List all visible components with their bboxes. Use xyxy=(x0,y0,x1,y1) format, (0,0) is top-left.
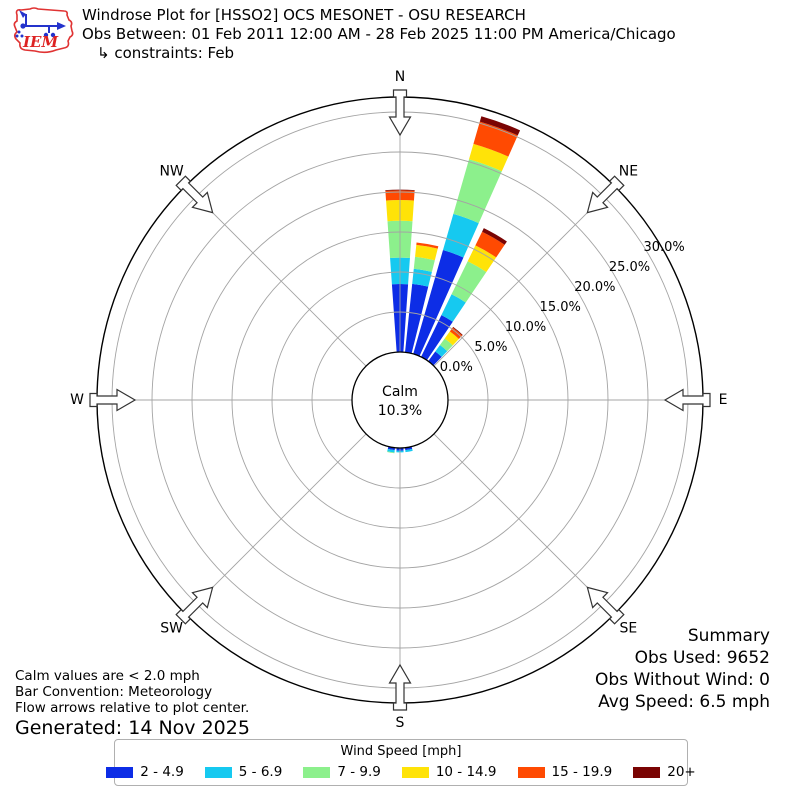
plot-header: Windrose Plot for [HSSO2] OCS MESONET - … xyxy=(82,6,676,63)
compass-label-SW: SW xyxy=(160,620,183,636)
windrose-bar-segment xyxy=(405,448,413,453)
summary-block: Summary Obs Used: 9652 Obs Without Wind:… xyxy=(595,625,770,713)
legend-label: 10 - 14.9 xyxy=(435,764,497,780)
flow-arrow-SW xyxy=(175,586,214,625)
iem-logo: IEM xyxy=(9,3,77,65)
windrose-bar-segment xyxy=(441,294,466,322)
plot-title: Windrose Plot for [HSSO2] OCS MESONET - … xyxy=(82,6,526,24)
summary-obs-used: Obs Used: 9652 xyxy=(634,648,770,668)
note-calm: Calm values are < 2.0 mph xyxy=(15,668,200,684)
windrose-bar-segment xyxy=(444,331,459,346)
windrose-bar-segment xyxy=(439,338,453,352)
radial-tick-label: 10.0% xyxy=(505,320,546,335)
compass-label-E: E xyxy=(719,392,728,408)
windrose-bar-segment xyxy=(413,250,464,357)
legend-items: 2 - 4.9 5 - 6.9 7 - 9.9 10 - 14.9 15 - 19.9 2… xyxy=(106,764,696,780)
wind-speed-legend: Wind Speed [mph] 2 - 4.9 5 - 6.9 7 - 9.9 10… xyxy=(106,739,696,786)
windrose-bar-segment xyxy=(387,448,395,453)
legend-swatch xyxy=(517,766,545,778)
legend-title: Wind Speed [mph] xyxy=(340,744,462,759)
legend-item: 20+ xyxy=(633,764,696,780)
grid-spoke xyxy=(433,433,615,615)
radial-tick-label: 0.0% xyxy=(440,360,473,375)
windrose-bar-segment xyxy=(475,231,505,258)
windrose-bar-segment xyxy=(416,242,439,249)
summary-obs-without-wind: Obs Without Wind: 0 xyxy=(595,670,770,690)
summary-avg-speed: Avg Speed: 6.5 mph xyxy=(598,692,770,712)
calm-label: Calm xyxy=(382,384,418,400)
note-convention: Bar Convention: Meteorology xyxy=(15,684,213,700)
windrose-bar-segment xyxy=(449,327,463,339)
windrose-bar-segment xyxy=(473,121,518,157)
note-arrows: Flow arrows relative to plot center. xyxy=(15,700,250,716)
radial-tick-label: 30.0% xyxy=(643,240,684,255)
windrose-bar-segment xyxy=(387,451,395,454)
iem-logo-text: IEM xyxy=(22,33,58,51)
windrose-bar-segment xyxy=(415,244,438,261)
grid-spoke xyxy=(185,433,367,615)
legend-label: 5 - 6.9 xyxy=(238,764,283,780)
flow-arrow-N xyxy=(388,89,412,137)
plot-subtitle: Obs Between: 01 Feb 2011 12:00 AM - 28 F… xyxy=(82,25,676,43)
compass-label-W: W xyxy=(70,392,84,408)
compass-label-SE: SE xyxy=(620,620,638,636)
grid-spoke xyxy=(433,185,615,367)
legend-item: 7 - 9.9 xyxy=(303,764,381,780)
calm-circle xyxy=(351,351,449,449)
legend-swatch xyxy=(401,766,429,778)
radial-tick-label: 25.0% xyxy=(609,260,650,275)
notes-block: Calm values are < 2.0 mph Bar Convention… xyxy=(15,668,250,739)
flow-arrow-SE xyxy=(586,586,625,625)
plot-constraints: ↳ constraints: Feb xyxy=(97,44,235,62)
flow-arrow-W xyxy=(89,388,137,412)
legend-label: 2 - 4.9 xyxy=(140,764,184,780)
windrose-bar-segment xyxy=(428,351,442,366)
windrose-bar-segment xyxy=(421,315,453,361)
legend-swatch xyxy=(204,766,232,778)
compass-label-S: S xyxy=(396,715,405,731)
legend-label: 7 - 9.9 xyxy=(337,764,381,780)
radial-tick-label: 20.0% xyxy=(574,280,615,295)
windrose-bar-segment xyxy=(442,213,479,258)
summary-heading: Summary xyxy=(687,626,770,646)
iowa-outline-icon: IEM xyxy=(13,7,74,54)
legend-swatch xyxy=(633,766,661,778)
flow-arrow-S xyxy=(388,663,412,711)
windrose-bar-segment xyxy=(467,245,497,272)
windrose-bar-segment xyxy=(405,283,429,354)
windrose-bar-segment xyxy=(413,256,435,272)
legend-item: 5 - 6.9 xyxy=(204,764,283,780)
flow-arrow-E xyxy=(663,388,711,412)
radial-tick-label: 15.0% xyxy=(540,300,581,315)
legend-swatch xyxy=(106,766,134,778)
flow-arrow-NE xyxy=(586,175,625,214)
windrose-bar-segment xyxy=(451,261,487,303)
grid-spoke xyxy=(185,185,367,367)
legend-swatch xyxy=(303,766,331,778)
compass-label-NE: NE xyxy=(619,164,638,180)
windrose-bar-segment xyxy=(452,326,463,336)
legend-label: 15 - 19.9 xyxy=(551,764,613,780)
windrose-bar-segment xyxy=(479,116,521,136)
windrose-bar-segment xyxy=(412,268,432,287)
legend-label: 20+ xyxy=(667,764,696,780)
calm-value: 10.3% xyxy=(378,403,422,419)
windrose-bar-segment xyxy=(469,143,509,172)
windrose-bar-segment xyxy=(482,228,507,245)
legend-item: 10 - 14.9 xyxy=(401,764,497,780)
compass-label-N: N xyxy=(395,69,405,85)
flow-arrow-NW xyxy=(175,175,214,214)
radial-tick-label: 5.0% xyxy=(474,340,507,355)
legend-item: 2 - 4.9 xyxy=(106,764,184,780)
generated-date: Generated: 14 Nov 2025 xyxy=(15,717,250,739)
windrose-bar-segment xyxy=(435,344,448,357)
windrose-bar-segment xyxy=(453,159,502,224)
compass-label-NW: NW xyxy=(159,164,183,180)
legend-item: 15 - 19.9 xyxy=(517,764,613,780)
